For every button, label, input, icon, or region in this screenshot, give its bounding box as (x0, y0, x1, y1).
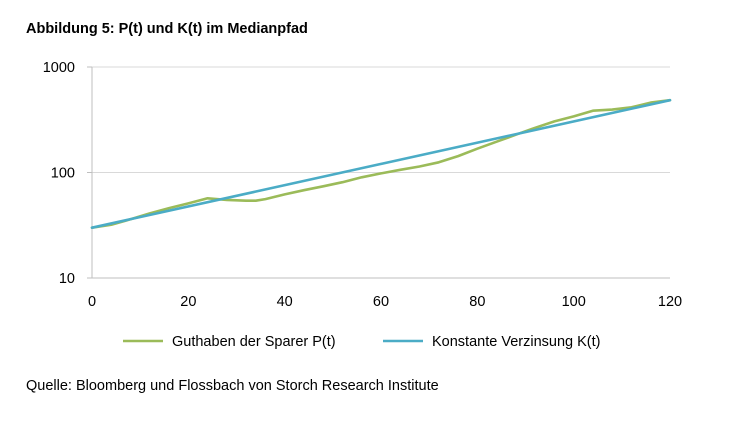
legend-label: Guthaben der Sparer P(t) (172, 334, 336, 350)
x-tick-label: 40 (277, 294, 293, 310)
x-tick-label: 0 (88, 294, 96, 310)
x-tick-label: 20 (180, 294, 196, 310)
x-tick-label: 80 (469, 294, 485, 310)
figure-title: Abbildung 5: P(t) und K(t) im Medianpfad (26, 21, 308, 37)
source-note: Quelle: Bloomberg und Flossbach von Stor… (26, 378, 439, 394)
y-tick-label: 1000 (43, 60, 75, 76)
chart-axes (87, 66, 670, 279)
legend-label: Konstante Verzinsung K(t) (432, 334, 600, 350)
x-tick-label: 120 (658, 294, 682, 310)
y-tick-label: 10 (59, 271, 75, 287)
chart-tick-labels: 10 100 1000 0 20 40 60 80 100 120 (43, 60, 682, 310)
x-tick-label: 100 (562, 294, 586, 310)
y-tick-label: 100 (51, 166, 75, 182)
chart-legend: Guthaben der Sparer P(t) Konstante Verzin… (123, 334, 600, 350)
x-tick-label: 60 (373, 294, 389, 310)
chart-series-lines (90, 98, 672, 229)
series-line-guthaben (90, 98, 672, 229)
series-line-konstante (90, 98, 672, 229)
